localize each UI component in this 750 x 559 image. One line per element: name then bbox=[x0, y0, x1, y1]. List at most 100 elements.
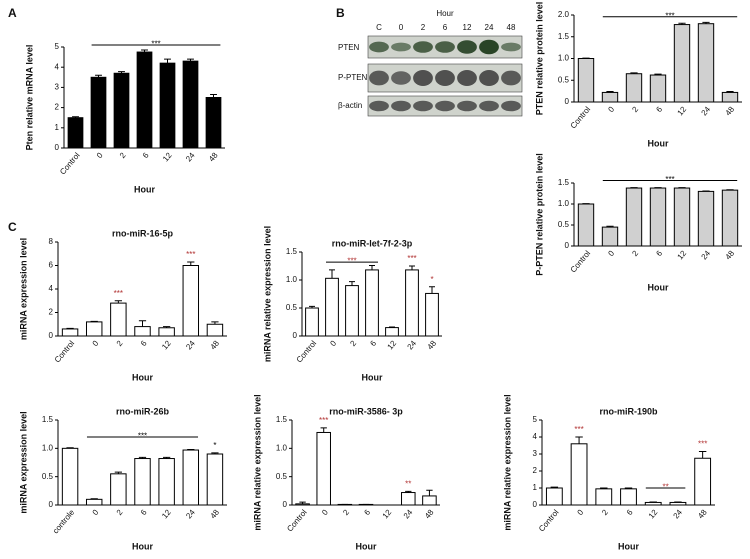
y-axis-label: miRNA relative expression level bbox=[262, 226, 272, 362]
bar bbox=[625, 187, 643, 247]
error-bar bbox=[66, 327, 74, 329]
x-axis-label: Hour bbox=[132, 541, 153, 551]
chart: rno-miR-16-5p miRNA expression level Hour 0… bbox=[18, 228, 227, 382]
y-tick-label: 3 bbox=[55, 83, 60, 92]
annotation: ** bbox=[662, 483, 668, 492]
error-bar bbox=[606, 225, 614, 228]
x-tick-label: 6 bbox=[654, 104, 664, 114]
blot-band bbox=[391, 42, 411, 52]
x-tick-label: 2 bbox=[600, 507, 610, 517]
x-tick-label: 12 bbox=[160, 338, 173, 351]
bar bbox=[595, 488, 613, 506]
error-bar bbox=[698, 450, 707, 459]
x-tick-label: 6 bbox=[368, 338, 378, 348]
error-bar bbox=[320, 427, 327, 433]
blot-band bbox=[479, 100, 499, 112]
y-tick-label: 1.0 bbox=[286, 275, 298, 284]
panel-label: C bbox=[8, 220, 17, 234]
chart-title: rno-miR-3586- 3p bbox=[329, 406, 403, 416]
error-bar bbox=[349, 281, 355, 286]
bar bbox=[206, 453, 224, 506]
y-tick-label: 1 bbox=[55, 123, 60, 132]
error-bar bbox=[138, 456, 147, 459]
x-tick-label: 0 bbox=[320, 507, 330, 517]
bar bbox=[620, 488, 637, 506]
blot-band bbox=[369, 100, 389, 112]
blot-lane-label: 48 bbox=[507, 23, 516, 32]
x-tick-label: Control bbox=[569, 105, 593, 131]
bar bbox=[134, 458, 151, 506]
bar bbox=[721, 189, 739, 247]
error-bar bbox=[90, 498, 98, 500]
bar bbox=[85, 498, 103, 506]
error-bar bbox=[674, 501, 682, 503]
annotation: *** bbox=[665, 11, 674, 20]
y-axis-label: miRNA relative expression level bbox=[252, 394, 262, 530]
x-tick-label: 48 bbox=[208, 507, 221, 520]
x-tick-label: 48 bbox=[724, 248, 737, 261]
bar bbox=[673, 24, 691, 103]
blot-band bbox=[501, 70, 521, 86]
chart: rno-miR-let-7f-2-3p miRNA relative expres… bbox=[262, 226, 442, 382]
x-tick-label: 0 bbox=[575, 507, 585, 517]
x-tick-label: 48 bbox=[207, 150, 220, 163]
x-tick-label: 2 bbox=[115, 507, 125, 517]
x-tick-label: 12 bbox=[161, 150, 174, 163]
bar bbox=[206, 323, 224, 337]
y-axis-label: Pten relative mRNA level bbox=[24, 45, 34, 151]
y-axis-label: miRNA expression level bbox=[18, 238, 28, 340]
error-bar bbox=[118, 71, 125, 74]
error-bar bbox=[630, 72, 638, 74]
x-tick-label: 48 bbox=[208, 338, 221, 351]
x-tick-label: 0 bbox=[606, 248, 616, 258]
bar bbox=[110, 473, 127, 506]
x-tick-label: 0 bbox=[606, 104, 616, 114]
blot-band bbox=[457, 69, 477, 87]
bar bbox=[673, 187, 691, 247]
y-tick-label: 1.0 bbox=[558, 199, 570, 208]
y-tick-label: 0 bbox=[565, 97, 570, 106]
bar bbox=[136, 51, 153, 149]
bar bbox=[134, 326, 151, 337]
x-axis-label: Hour bbox=[618, 541, 639, 551]
bar bbox=[158, 458, 175, 506]
error-bar bbox=[389, 326, 395, 328]
western-blot: C 0 2 6 12 24 48 bbox=[367, 23, 523, 117]
y-tick-label: 1.5 bbox=[286, 247, 298, 256]
x-tick-label: 24 bbox=[671, 507, 684, 520]
y-tick-label: 0.5 bbox=[42, 472, 54, 481]
x-tick-label: 0 bbox=[91, 507, 101, 517]
bar bbox=[110, 302, 127, 337]
x-tick-label: 24 bbox=[184, 150, 197, 163]
y-tick-label: 0 bbox=[283, 500, 288, 509]
x-tick-label: 24 bbox=[184, 507, 197, 520]
y-tick-label: 2.0 bbox=[558, 10, 570, 19]
bar bbox=[644, 501, 662, 506]
x-tick-label: 6 bbox=[625, 507, 635, 517]
bar bbox=[601, 91, 619, 103]
bar bbox=[205, 97, 222, 149]
bar bbox=[61, 447, 79, 506]
chart-title: rno-miR-16-5p bbox=[112, 228, 174, 238]
x-tick-label: 48 bbox=[426, 338, 439, 351]
y-tick-label: 2 bbox=[533, 466, 538, 475]
y-tick-label: 0 bbox=[49, 500, 54, 509]
error-bar bbox=[649, 501, 657, 503]
panel-label: A bbox=[8, 6, 17, 20]
blot-band bbox=[413, 41, 433, 53]
blot-band bbox=[457, 100, 477, 112]
y-tick-label: 5 bbox=[55, 42, 60, 51]
chart: P-PTEN relative protein level Hour 0 0.5 1.0… bbox=[534, 153, 742, 292]
error-bar bbox=[726, 91, 734, 93]
x-tick-label: 12 bbox=[676, 248, 689, 261]
annotation: *** bbox=[151, 40, 160, 49]
blot-lane-label: 12 bbox=[463, 23, 472, 32]
blot-lane-label: 24 bbox=[485, 23, 494, 32]
error-bar bbox=[114, 300, 122, 304]
x-tick-label: 0 bbox=[95, 150, 105, 160]
y-tick-label: 0.5 bbox=[286, 303, 298, 312]
y-tick-label: 8 bbox=[49, 237, 54, 246]
bar bbox=[159, 62, 176, 149]
bar bbox=[601, 226, 619, 247]
blot-lane-label: C bbox=[376, 23, 382, 32]
